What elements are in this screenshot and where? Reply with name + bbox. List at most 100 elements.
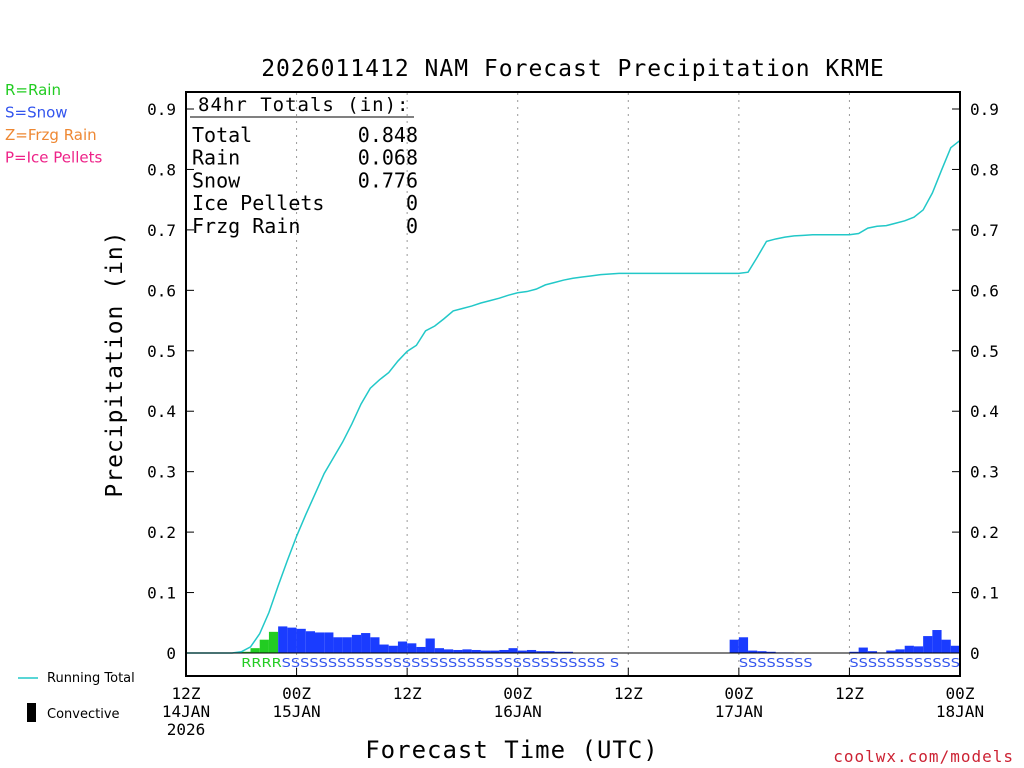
xtick-label-5-1: 17JAN (715, 702, 763, 721)
snow-bar (923, 636, 933, 653)
running-total-legend-label: Running Total (47, 671, 135, 686)
rain-bar (268, 631, 279, 653)
snow-bar (536, 651, 546, 653)
snow-bar (370, 637, 380, 653)
ytick-right-0: 0 (970, 644, 980, 663)
snow-bar (407, 643, 417, 653)
snow-bar (913, 646, 924, 653)
snow-bar (858, 647, 868, 653)
snow-bar (342, 637, 352, 653)
snow-bar (508, 648, 518, 653)
snow-bar (757, 651, 767, 653)
ytick-left-9: 0.9 (147, 100, 176, 119)
ytick-left-0: 0 (166, 644, 176, 663)
totals-label-3: Ice Pellets (192, 191, 324, 215)
snow-bar (397, 641, 408, 653)
xtick-label-1-1: 15JAN (272, 702, 320, 721)
snow-bar (517, 650, 527, 653)
snow-bar (480, 650, 491, 653)
snow-bar (444, 649, 454, 653)
totals-label-0: Total (192, 123, 252, 147)
totals-label-4: Frzg Rain (192, 214, 300, 238)
ytick-right-5: 0.5 (970, 342, 999, 361)
snow-bar (333, 637, 343, 653)
totals-value-2: 0.776 (358, 168, 418, 192)
type-label-group-1: SSSSSSSS (739, 656, 813, 670)
ytick-right-3: 0.3 (970, 463, 999, 482)
ytick-right-6: 0.6 (970, 281, 999, 300)
snow-bar (315, 632, 325, 653)
ytick-left-1: 0.1 (147, 584, 176, 603)
snow-bar (867, 651, 878, 653)
snow-bar (287, 627, 297, 653)
xtick-label-3-0: 00Z (503, 684, 532, 703)
xtick-label-4-0: 12Z (614, 684, 643, 703)
totals-value-0: 0.848 (358, 123, 418, 147)
ytick-right-7: 0.7 (970, 221, 999, 240)
snow-bar (895, 649, 905, 653)
snow-bar (563, 651, 573, 653)
xtick-label-0-2: 2026 (167, 720, 206, 739)
totals-value-3: 0 (406, 191, 418, 215)
snow-bar (950, 645, 960, 653)
y-axis-label: Precipitation (in) (102, 230, 128, 497)
ytick-left-5: 0.5 (147, 342, 176, 361)
ytick-left-4: 0.4 (147, 402, 176, 421)
chart-title: 2026011412 NAM Forecast Precipitation KR… (261, 56, 885, 82)
snow-bar (361, 633, 371, 653)
snow-bar (296, 628, 306, 653)
snow-bar (462, 649, 472, 653)
snow-bar (351, 634, 362, 653)
totals-value-4: 0 (406, 214, 418, 238)
ytick-right-8: 0.8 (970, 160, 999, 179)
type-label-group-2: SSSSSSSSSSSS (849, 656, 960, 670)
precip-bars (241, 626, 960, 653)
snow-bar (849, 651, 859, 653)
snow-bar (738, 637, 749, 653)
snow-bar (324, 632, 334, 653)
snow-bar (453, 649, 463, 653)
credit-text: coolwx.com/models (833, 747, 1014, 766)
ytick-left-8: 0.8 (147, 160, 176, 179)
snow-bar (932, 630, 942, 653)
ytick-left-3: 0.3 (147, 463, 176, 482)
xtick-label-3-1: 16JAN (494, 702, 542, 721)
plot-frame (185, 91, 961, 677)
snow-bar (526, 649, 537, 653)
snow-bar (388, 645, 398, 653)
legend-item-1: S=Snow (5, 104, 68, 122)
totals-label-2: Snow (192, 168, 241, 192)
running-total-line (186, 139, 961, 654)
ytick-right-2: 0.2 (970, 523, 999, 542)
snow-bar (941, 639, 951, 653)
bottom-legend: Running Total Convective (18, 671, 135, 722)
totals-box: 84hr Totals (in): Total 0.848 Rain 0.068 Sno… (190, 94, 418, 238)
convective-legend-label: Convective (47, 707, 120, 722)
legend-item-2: Z=Frzg Rain (5, 126, 97, 144)
ytick-right-4: 0.4 (970, 402, 999, 421)
ytick-right-1: 0.1 (970, 584, 999, 603)
totals-label-1: Rain (192, 146, 240, 170)
ytick-left-6: 0.6 (147, 281, 176, 300)
xtick-label-6-0: 12Z (835, 684, 864, 703)
ytick-right-9: 0.9 (970, 100, 999, 119)
snow-bar (278, 626, 288, 653)
rain-bar (241, 651, 251, 653)
xtick-label-0-1: 14JAN (162, 702, 210, 721)
legend-item-3: P=Ice Pellets (5, 149, 102, 167)
convective-swatch (27, 703, 36, 722)
legend-item-0: R=Rain (5, 81, 61, 99)
x-axis-label: Forecast Time (UTC) (365, 736, 659, 764)
totals-header: 84hr Totals (in): (198, 94, 409, 116)
rain-bar (250, 648, 260, 653)
ytick-left-7: 0.7 (147, 221, 176, 240)
snow-bar (425, 638, 435, 653)
snow-bar (490, 650, 500, 653)
xtick-label-5-0: 00Z (724, 684, 753, 703)
xtick-label-7-1: 18JAN (936, 702, 984, 721)
snow-bar (729, 639, 739, 653)
snow-bar (766, 651, 776, 653)
